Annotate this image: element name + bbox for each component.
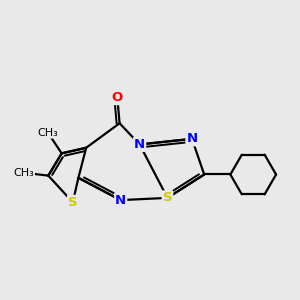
Text: CH₃: CH₃ <box>38 128 58 138</box>
Text: O: O <box>112 91 123 104</box>
Text: N: N <box>115 194 126 207</box>
Text: CH₃: CH₃ <box>14 168 34 178</box>
Text: N: N <box>134 138 145 151</box>
Text: N: N <box>186 132 197 146</box>
Text: S: S <box>163 191 172 204</box>
Text: S: S <box>68 196 78 209</box>
